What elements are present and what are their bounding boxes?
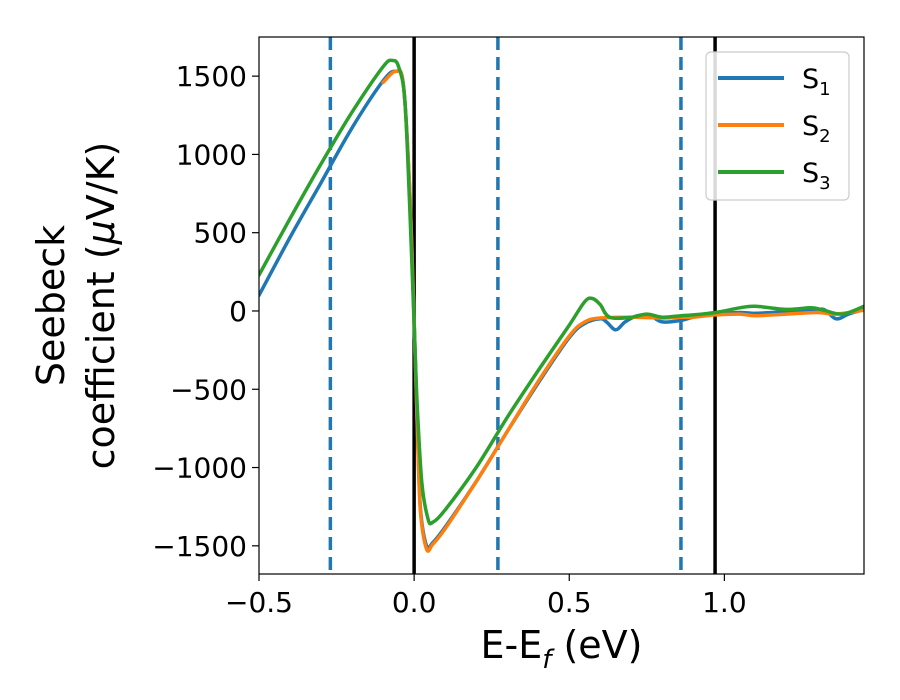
y-tick-label: −1500	[152, 530, 247, 563]
y-tick-label: 500	[194, 217, 247, 250]
y-axis-label-line2-tail: V/K)	[79, 142, 123, 221]
y-tick-label: −1000	[152, 452, 247, 485]
y-tick-label: 1500	[176, 60, 247, 93]
x-axis-label-tail: (eV)	[551, 623, 642, 667]
x-tick-label: 0.0	[392, 586, 437, 619]
legend-label: S3	[802, 158, 831, 194]
x-tick-label: −0.5	[225, 586, 293, 619]
y-tick-label: 0	[229, 295, 247, 328]
y-axis-label-line1: Seebeck	[29, 225, 73, 386]
y-tick-label: −500	[170, 373, 247, 406]
x-tick-label: 0.5	[547, 586, 592, 619]
legend-label: S1	[802, 64, 831, 100]
legend-label: S2	[802, 111, 831, 147]
y-axis-label-mu: μ	[79, 220, 123, 245]
y-axis-label-line2-main: coefficient (	[79, 244, 123, 469]
axis-ticks: −0.5 0.0 0.5 1.0 1500 1000 500 0 −500 −1000 −1500	[152, 60, 746, 619]
plot-frame	[258, 36, 865, 575]
x-axis-label: E-Ef (eV)	[481, 623, 643, 675]
x-axis-label-main: E-E	[481, 623, 543, 667]
y-axis-label-line2: coefficient (μV/K)	[79, 142, 123, 470]
series-line-S3	[259, 58, 864, 526]
y-tick-label: 1000	[176, 138, 247, 171]
x-tick-label: 1.0	[702, 586, 747, 619]
legend: S1 S2 S3	[705, 51, 850, 201]
